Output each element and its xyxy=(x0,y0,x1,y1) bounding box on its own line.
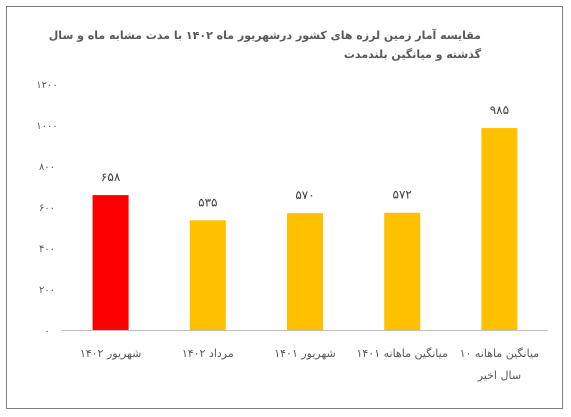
bar xyxy=(481,128,518,330)
bar xyxy=(287,213,323,330)
data-label: ۵۷۲ xyxy=(393,188,412,202)
bars xyxy=(92,128,518,330)
data-label: ۹۸۵ xyxy=(490,103,509,117)
y-tick-label: ۴۰۰ xyxy=(39,244,55,255)
y-tick-label: ۱۰۰۰ xyxy=(36,121,57,132)
bar xyxy=(92,195,129,330)
y-tick-label: ۱۲۰۰ xyxy=(36,80,57,91)
y-axis: ۰ ۲۰۰ ۴۰۰ ۶۰۰ ۸۰۰ ۱۰۰۰ ۱۲۰۰ xyxy=(36,80,57,337)
y-tick-label: ۸۰۰ xyxy=(39,162,55,173)
value-labels: ۶۵۸ ۵۳۵ ۵۷۰ ۵۷۲ ۹۸۵ xyxy=(101,103,509,209)
x-tick-label: مرداد ۱۴۰۲ xyxy=(181,347,234,360)
x-tick-label: میانگین ماهانه ۱۴۰۱ xyxy=(356,347,448,360)
bar xyxy=(384,212,421,330)
y-tick-label: ۰ xyxy=(44,326,49,337)
data-label: ۵۳۵ xyxy=(198,195,217,209)
data-label: ۶۵۸ xyxy=(101,170,121,184)
chart-title: مقایسه آمار زمین لرزه های کشور درشهریور … xyxy=(48,29,481,61)
y-tick-label: ۲۰۰ xyxy=(39,285,55,296)
x-tick-label: میانگین ماهانه ۱۰ سال اخیر xyxy=(459,347,540,382)
y-tick-label: ۶۰۰ xyxy=(39,203,55,214)
data-label: ۵۷۰ xyxy=(295,188,314,202)
bar xyxy=(189,220,226,330)
x-tick-label: شهریور ۱۴۰۲ xyxy=(79,347,142,360)
x-tick-label: شهریور ۱۴۰۱ xyxy=(274,347,336,360)
